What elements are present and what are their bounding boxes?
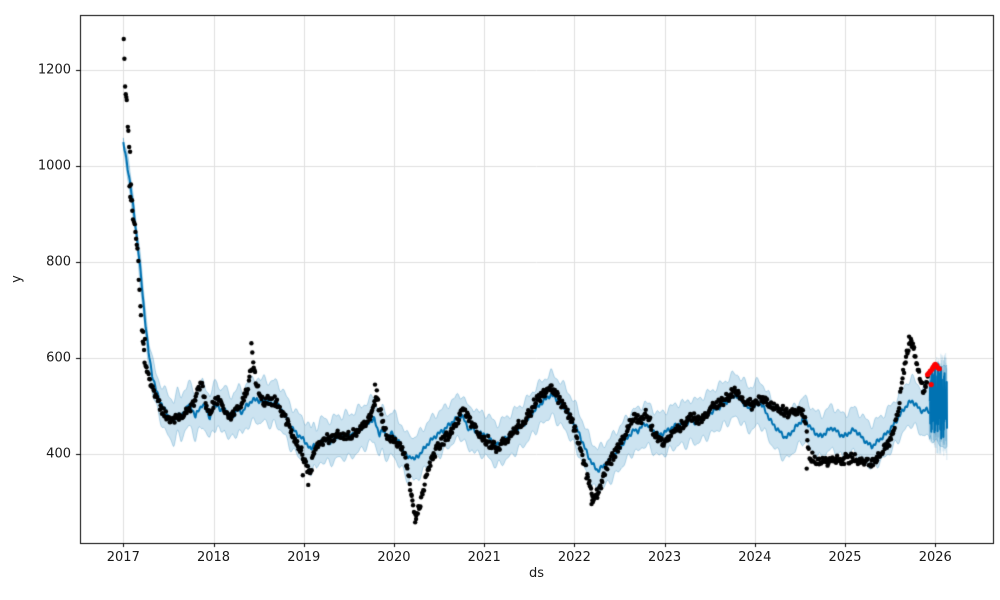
x-tick-label: 2025 [828,550,862,565]
y-tick-label: 400 [46,446,71,462]
x-tick-label: 2022 [557,550,591,565]
y-axis-label: y [9,275,25,283]
x-tick-label: 2018 [196,550,231,565]
x-tick-label: 2024 [738,550,772,565]
y-tick-label: 600 [46,350,71,366]
y-tick-label: 800 [46,254,71,270]
x-tick-label: 2021 [467,550,501,565]
x-axis-label: ds [528,566,545,581]
x-tick-label: 2020 [377,550,411,565]
x-tick-label: 2023 [648,550,682,565]
x-tick-label: 2019 [287,550,321,565]
y-tick-label: 1000 [37,158,71,174]
y-tick-label: 1200 [37,62,71,78]
x-tick-label: 2026 [918,550,952,565]
x-tick-label: 2017 [106,550,140,565]
